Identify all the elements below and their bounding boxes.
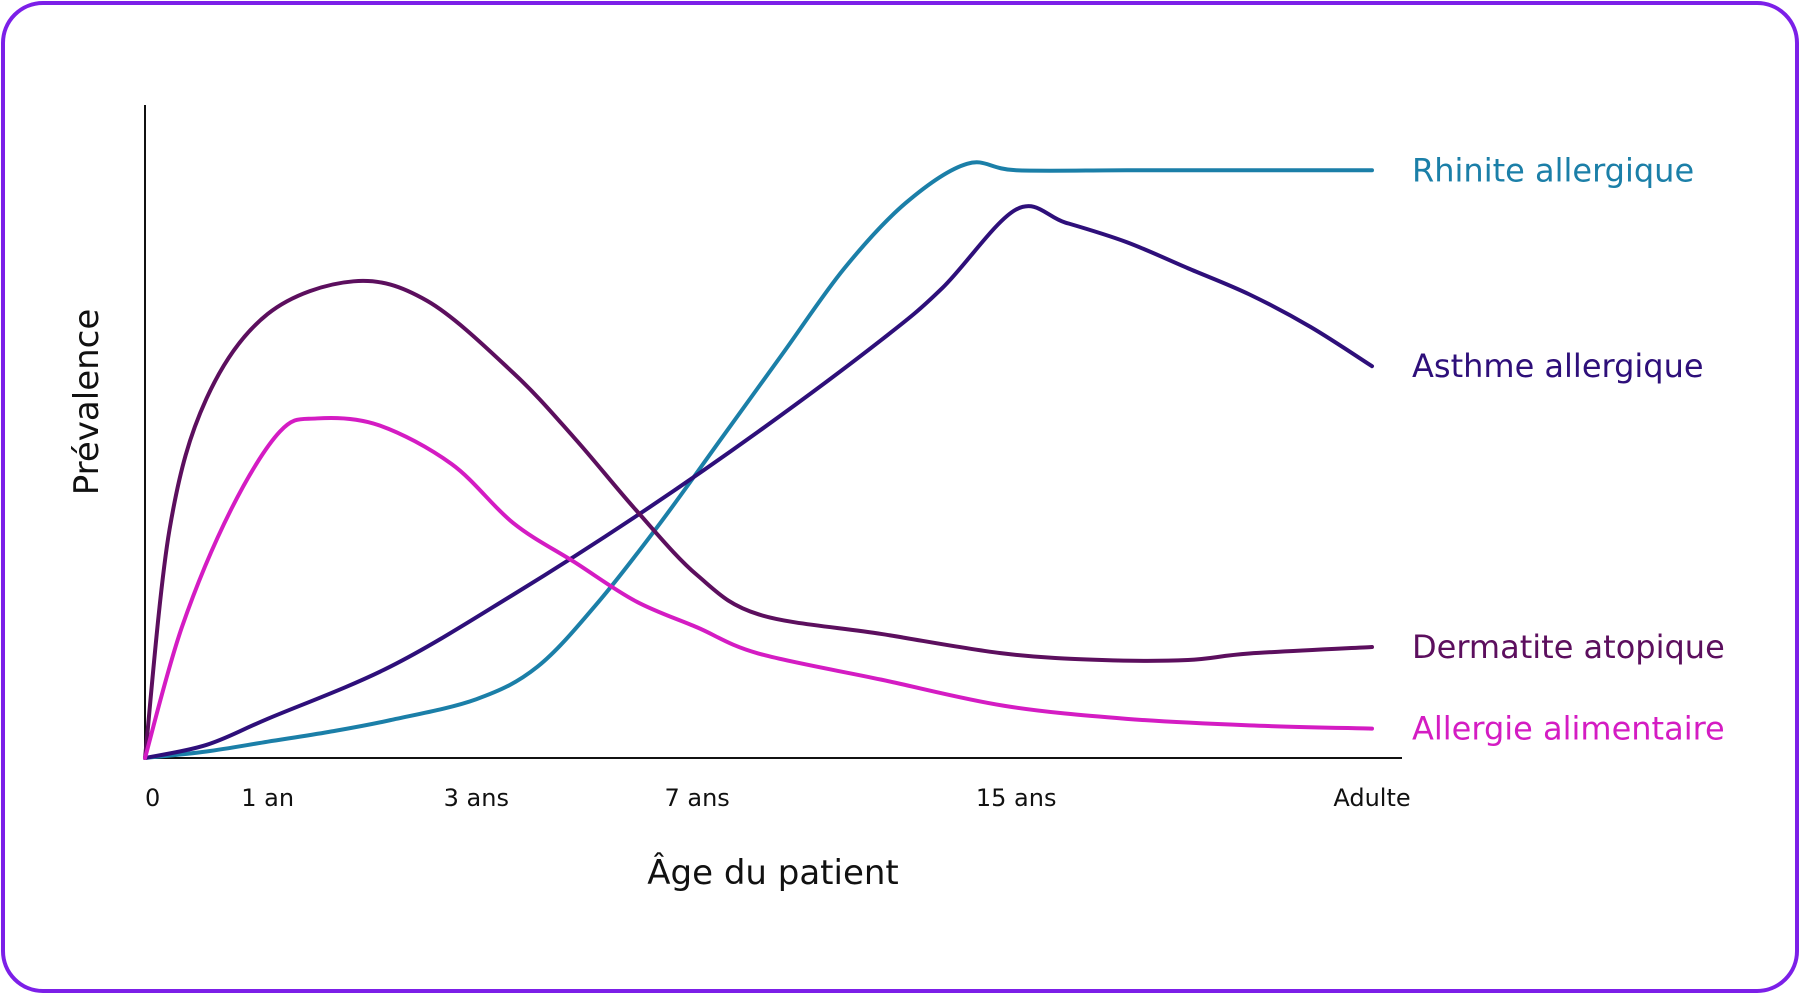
x-tick-labels: 0 1 an 3 ans 7 ans 15 ans Adulte — [145, 784, 1411, 812]
x-tick-label-0: 0 — [145, 784, 160, 812]
y-axis-title: Prévalence — [67, 309, 107, 496]
series-line-dermatite-atopique — [143, 278, 1374, 760]
series-line-allergie-alimentaire — [143, 415, 1374, 760]
x-tick-label-5: Adulte — [1333, 784, 1410, 812]
x-tick-label-1: 1 an — [241, 784, 294, 812]
series-line-rhinite-allergique — [143, 160, 1374, 760]
series-labels: Rhinite allergique Asthme allergique Derma… — [1412, 151, 1725, 747]
series-lines — [143, 160, 1374, 760]
series-label-allergie-alimentaire: Allergie alimentaire — [1412, 710, 1725, 748]
x-tick-label-3: 7 ans — [664, 784, 729, 812]
series-line-asthme-allergique — [143, 204, 1374, 760]
x-axis-title: Âge du patient — [647, 852, 899, 893]
series-label-dermatite-atopique: Dermatite atopique — [1412, 628, 1725, 666]
series-label-asthme-allergique: Asthme allergique — [1412, 347, 1704, 385]
x-tick-label-2: 3 ans — [444, 784, 509, 812]
series-label-rhinite-allergique: Rhinite allergique — [1412, 151, 1694, 189]
x-tick-label-4: 15 ans — [976, 784, 1057, 812]
